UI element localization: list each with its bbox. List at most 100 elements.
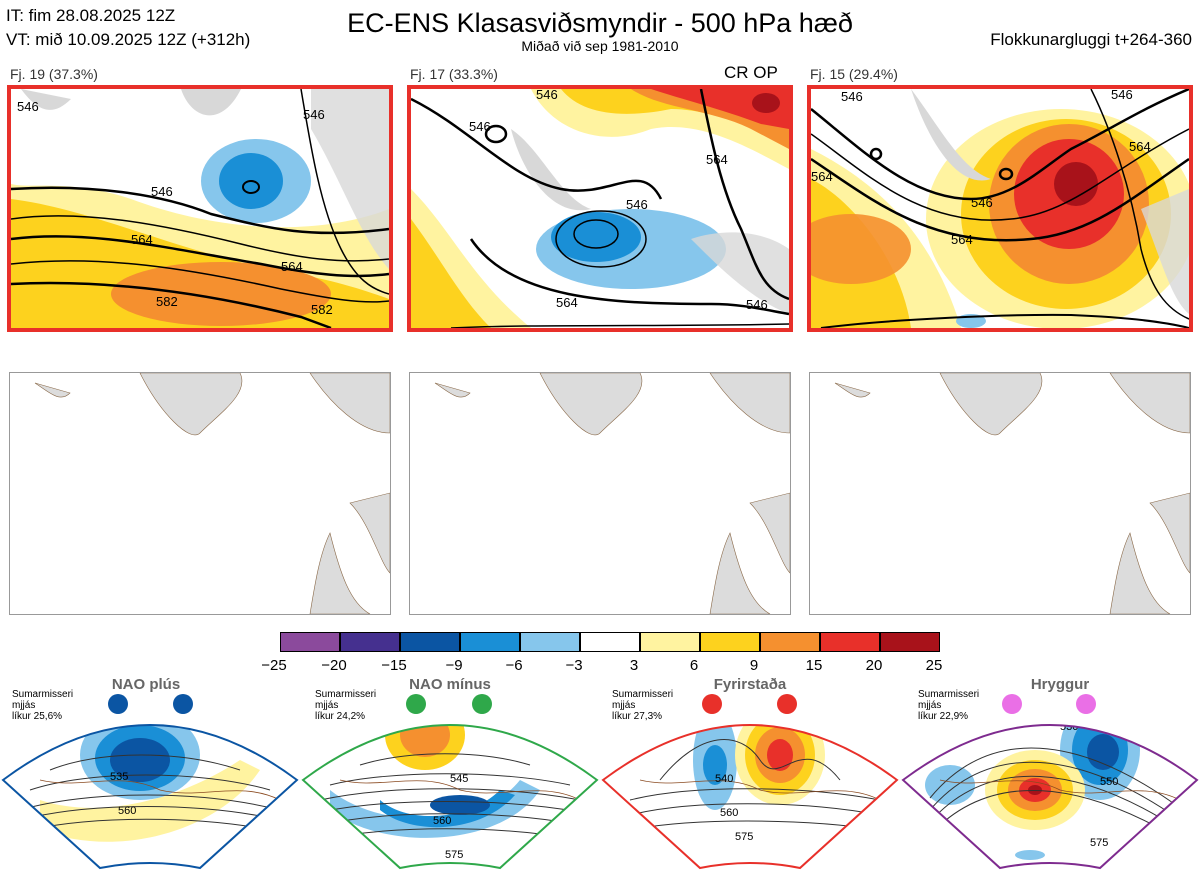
regime-center-marker (406, 694, 426, 714)
control-operational-tag: CR OP (724, 63, 778, 82)
regime-name-nao-minus: NAO mínus (409, 676, 491, 693)
regime-center-marker (173, 694, 193, 714)
cluster-map-2-graphic: 546 546 564 564 546 546 (411, 89, 789, 328)
contour-label: 546 (303, 107, 325, 122)
regime-note-blocking: Sumarmisseri mjjás líkur 27,3% (612, 689, 673, 722)
regime-probability: líkur 22,9% (918, 711, 969, 722)
colorbar-swatch (400, 632, 460, 652)
contour-label: 546 (971, 195, 993, 210)
colorbar-tick: 6 (689, 657, 699, 674)
contour-label: 546 (17, 99, 39, 114)
regime-period: mjjás (918, 700, 942, 711)
contour-label: 530 (1060, 721, 1078, 733)
regime-name-nao-plus: NAO plús (111, 676, 181, 693)
regime-center-marker (777, 694, 797, 714)
colorbar-swatch (640, 632, 700, 652)
contour-label: 575 (735, 831, 753, 843)
contour-label: 564 (281, 259, 303, 274)
colorbar-tick: 25 (925, 657, 943, 674)
colorbar-tick: 9 (749, 657, 759, 674)
regime-map-nao-minus: 545 560 575 (301, 694, 599, 870)
colorbar-swatch (340, 632, 400, 652)
colorbar-tick: −15 (381, 657, 407, 674)
regime-probability: líkur 24,2% (315, 711, 366, 722)
cluster-label-3: Fj. 15 (29.4%) (810, 66, 898, 82)
regime-center-marker (472, 694, 492, 714)
colorbar-swatch (520, 632, 580, 652)
contour-label: 546 (746, 297, 768, 312)
valid-time: VT: mið 10.09.2025 12Z (+312h) (6, 30, 251, 49)
regime-map-ridge: 530 550 575 (901, 694, 1199, 870)
regime-period: mjjás (315, 700, 339, 711)
page-title: EC-ENS Klasasviðsmyndir - 500 hPa hæð (347, 8, 853, 38)
contour-label: 560 (720, 807, 738, 819)
empty-map-2 (409, 372, 791, 615)
regime-note-ridge: Sumarmisseri mjjás líkur 22,9% (918, 689, 979, 722)
cluster-map-1[interactable]: 546 564 564 582 582 546 546 (7, 85, 393, 332)
colorbar-tick: −25 (261, 657, 287, 674)
contour-label: 535 (110, 771, 128, 783)
cluster-label-1: Fj. 19 (37.3%) (10, 66, 98, 82)
contour-label: 560 (433, 815, 451, 827)
colorbar-swatch (700, 632, 760, 652)
colorbar-tick: 3 (629, 657, 639, 674)
colorbar-tick: −9 (445, 657, 463, 674)
regime-season: Sumarmisseri (612, 689, 674, 700)
initial-time: IT: fim 28.08.2025 12Z (6, 6, 176, 25)
colorbar-tick: −3 (565, 657, 583, 674)
cluster-label-2: Fj. 17 (33.3%) (410, 66, 498, 82)
contour-label: 564 (556, 295, 578, 310)
cluster-map-3[interactable]: 546 564 546 564 546 564 (807, 85, 1193, 332)
regime-season: Sumarmisseri (918, 689, 980, 700)
empty-map-1 (9, 372, 391, 615)
regime-center-marker (1076, 694, 1096, 714)
regime-map-nao-plus: 535 560 (1, 694, 299, 870)
regime-name-ridge: Hryggur (1030, 676, 1090, 693)
colorbar-tick: 15 (805, 657, 823, 674)
climatology-subtitle: Miðað við sep 1981-2010 (521, 38, 679, 54)
regime-note-nao-minus: Sumarmisseri mjjás líkur 24,2% (315, 689, 376, 722)
colorbar-swatch (880, 632, 940, 652)
contour-label: 546 (626, 197, 648, 212)
colorbar-swatch (760, 632, 820, 652)
regime-period: mjjás (612, 700, 636, 711)
cluster-map-2[interactable]: 546 546 564 564 546 546 (407, 85, 793, 332)
colorbar-swatch (280, 632, 340, 652)
colorbar (280, 632, 940, 652)
classification-window: Flokkunargluggi t+264-360 (990, 30, 1192, 49)
regime-map-blocking: 540 560 575 (601, 694, 899, 870)
land-outline (434, 373, 790, 614)
regime-probability: líkur 25,6% (12, 711, 63, 722)
contour-label: 540 (715, 773, 733, 785)
contour-label: 564 (1129, 139, 1151, 154)
empty-map-3 (809, 372, 1191, 615)
contour-label: 546 (1111, 89, 1133, 102)
contour-label: 575 (445, 849, 463, 861)
cluster-map-3-graphic: 546 564 546 564 546 564 (811, 89, 1189, 328)
regime-note-nao-plus: Sumarmisseri mjjás líkur 25,6% (12, 689, 73, 722)
regime-name-blocking: Fyrirstaða (713, 676, 787, 693)
land-outline (34, 373, 390, 614)
land-outline (834, 373, 1190, 614)
contour-label: 550 (1100, 776, 1118, 788)
regime-season: Sumarmisseri (315, 689, 377, 700)
contour-label: 546 (151, 184, 173, 199)
colorbar-tick: −20 (321, 657, 347, 674)
regime-center-marker (1002, 694, 1022, 714)
colorbar-swatch (580, 632, 640, 652)
contour-label: 560 (118, 805, 136, 817)
contour-label: 582 (311, 302, 333, 317)
regime-center-marker (108, 694, 128, 714)
colorbar-tick: 20 (865, 657, 883, 674)
contour-label: 546 (469, 119, 491, 134)
contour-label: 575 (1090, 837, 1108, 849)
regime-period: mjjás (12, 700, 36, 711)
colorbar-tick: −6 (505, 657, 523, 674)
contour-label: 564 (131, 232, 153, 247)
regime-season: Sumarmisseri (12, 689, 74, 700)
contour-label: 564 (706, 152, 728, 167)
contour-label: 564 (811, 169, 833, 184)
contour-label: 546 (841, 89, 863, 104)
contour-label: 582 (156, 294, 178, 309)
colorbar-swatch (460, 632, 520, 652)
